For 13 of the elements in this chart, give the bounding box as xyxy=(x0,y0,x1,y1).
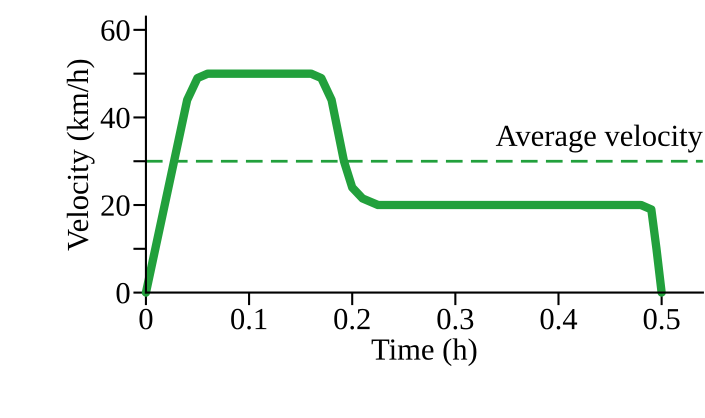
y-tick-label: 40 xyxy=(100,108,130,128)
ref-line-label: Average velocity xyxy=(496,124,703,152)
x-tick-label: 0 xyxy=(139,308,152,330)
x-tick-label: 0.2 xyxy=(334,308,370,330)
x-tick-label: 0.4 xyxy=(540,308,578,330)
x-tick-label: 0.5 xyxy=(644,308,680,330)
y-tick-label: 0 xyxy=(116,282,130,304)
x-tick-label: 0.3 xyxy=(437,308,474,330)
x-axis-title: Time (h) xyxy=(372,338,476,366)
y-tick-label: 20 xyxy=(101,195,130,216)
x-tick-label: 0.1 xyxy=(231,308,266,330)
y-tick-label: 60 xyxy=(101,20,130,41)
y-axis-title: Velocity (km/h) xyxy=(66,60,95,251)
